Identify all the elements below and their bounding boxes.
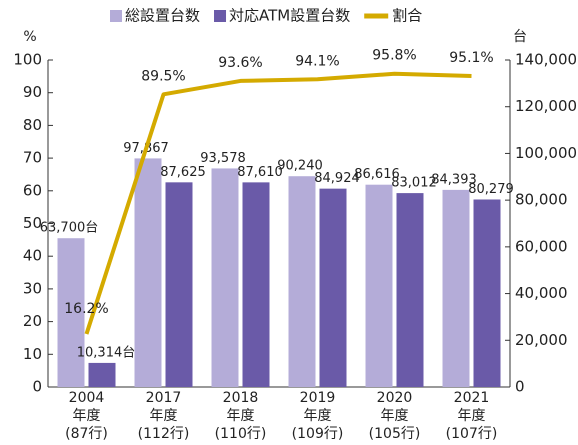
x-tick-label: 年度 [73, 408, 101, 424]
x-tick-label: (87行) [65, 426, 108, 442]
line-value-label: 95.1% [449, 50, 493, 66]
y2-tick-label: 140,000 [515, 51, 577, 69]
y-tick-label: 40 [23, 247, 42, 265]
y-axis-label: % [23, 29, 36, 45]
bar-value-label: 83,012 [391, 176, 437, 191]
bar-value-label: 63,700台 [40, 221, 99, 236]
x-tick-label: (105行) [369, 426, 421, 442]
x-tick-label: 2018 [223, 390, 259, 406]
x-tick-label: 年度 [150, 408, 178, 424]
y2-tick-label: 120,000 [515, 97, 577, 115]
bar-value-label: 87,625 [160, 165, 206, 180]
x-tick-label: 年度 [458, 408, 486, 424]
y2-tick-label: 60,000 [515, 237, 568, 255]
line-value-label: 93.6% [218, 55, 262, 71]
bar-value-label: 10,314台 [77, 345, 136, 360]
y2-tick-label: 80,000 [515, 191, 568, 209]
bar-value-label: 93,578 [200, 151, 246, 166]
bar [288, 176, 316, 387]
legend-swatch [214, 10, 227, 22]
x-tick-label: 2021 [454, 390, 490, 406]
legend-swatch [110, 10, 122, 22]
bar [165, 182, 193, 387]
x-tick-label: 2017 [146, 390, 182, 406]
y-tick-label: 70 [23, 149, 42, 167]
y-tick-label: 80 [23, 116, 42, 134]
y-tick-label: 20 [23, 312, 42, 330]
x-tick-label: (112行) [138, 426, 190, 442]
x-tick-label: 2020 [377, 390, 413, 406]
bar [242, 182, 270, 387]
line-value-label: 16.2% [64, 301, 108, 317]
bar [473, 199, 501, 387]
y2-axis-label: 台 [513, 29, 527, 45]
y-tick-label: 100 [13, 51, 42, 69]
y-tick-label: 60 [23, 181, 42, 199]
bar [442, 189, 470, 387]
x-tick-label: (107行) [446, 426, 498, 442]
bar [57, 238, 85, 387]
y-tick-label: 30 [23, 279, 42, 297]
bar-value-label: 86,616 [354, 167, 400, 182]
y2-tick-label: 0 [515, 378, 525, 396]
y2-tick-label: 40,000 [515, 284, 568, 302]
y-tick-label: 10 [23, 345, 42, 363]
bar-value-label: 84,924 [314, 171, 360, 186]
y2-tick-label: 20,000 [515, 331, 568, 349]
y-tick-label: 90 [23, 83, 42, 101]
bar [319, 188, 347, 387]
x-tick-label: 年度 [304, 408, 332, 424]
legend-label: 総設置台数 [125, 7, 200, 25]
bar [211, 168, 239, 387]
bar-value-label: 84,393 [431, 172, 477, 187]
x-tick-label: 年度 [381, 408, 409, 424]
x-tick-label: (109行) [292, 426, 344, 442]
x-tick-label: 年度 [227, 408, 255, 424]
bar-value-label: 80,279 [468, 182, 514, 197]
bar [134, 158, 162, 387]
line-value-label: 95.8% [372, 48, 416, 64]
legend-label: 割合 [392, 7, 422, 25]
x-tick-label: 2019 [300, 390, 336, 406]
line-value-label: 94.1% [295, 53, 339, 69]
bar [365, 184, 393, 387]
legend-label: 対応ATM設置台数 [229, 7, 350, 25]
bar-value-label: 87,610 [237, 165, 283, 180]
y2-tick-label: 100,000 [515, 144, 577, 162]
bar-value-label: 90,240 [277, 159, 323, 174]
line-value-label: 89.5% [141, 68, 185, 84]
x-tick-label: 2004 [69, 390, 105, 406]
bar [396, 193, 424, 387]
bar [88, 362, 116, 387]
y-tick-label: 0 [32, 378, 42, 396]
y-tick-label: 50 [23, 214, 42, 232]
x-tick-label: (110行) [215, 426, 267, 442]
line [84, 71, 472, 335]
